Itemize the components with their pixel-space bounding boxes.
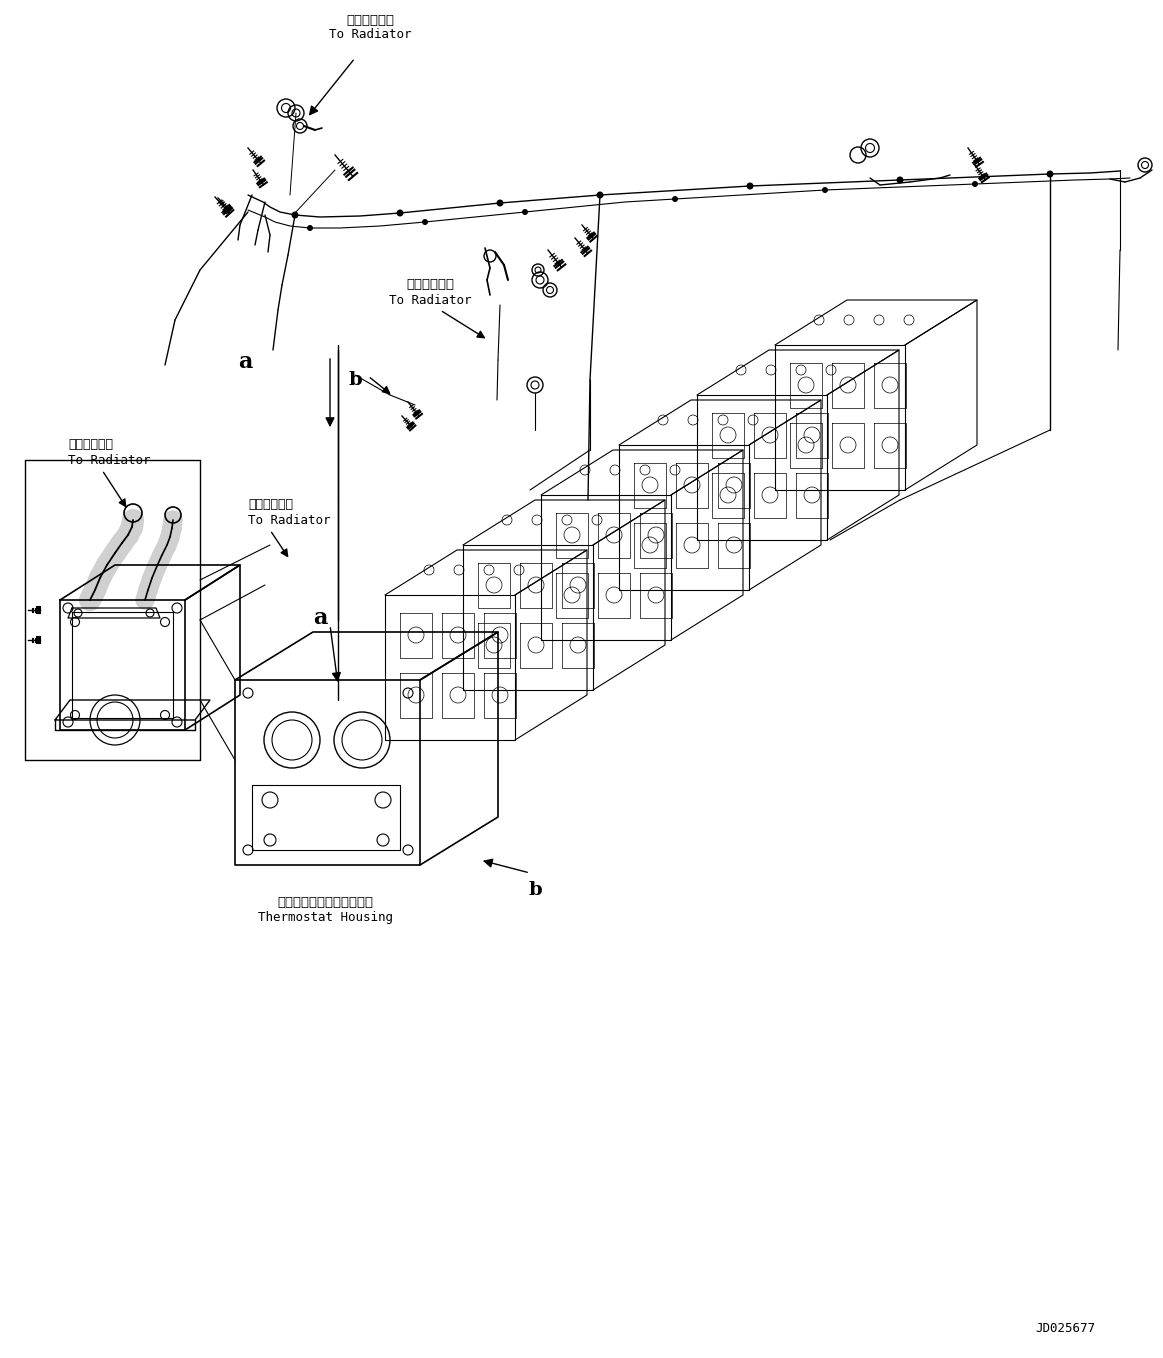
Circle shape: [972, 181, 978, 187]
Text: ラジエータへ: ラジエータへ: [347, 14, 394, 27]
Circle shape: [397, 209, 404, 216]
Circle shape: [1047, 171, 1054, 178]
Text: JD025677: JD025677: [1035, 1321, 1096, 1335]
Text: To Radiator: To Radiator: [388, 293, 471, 307]
Text: ラジエータへ: ラジエータへ: [248, 498, 293, 512]
Circle shape: [897, 177, 904, 183]
Circle shape: [522, 209, 528, 215]
Circle shape: [292, 212, 299, 219]
Text: ラジエータへ: ラジエータへ: [406, 278, 454, 292]
Text: b: b: [348, 371, 362, 388]
Text: サーモスタットハウジング: サーモスタットハウジング: [277, 895, 373, 909]
Circle shape: [497, 200, 504, 206]
Text: b: b: [528, 881, 542, 899]
Circle shape: [307, 225, 313, 231]
Circle shape: [747, 182, 754, 190]
Text: To Radiator: To Radiator: [67, 454, 150, 467]
Text: ラジエータへ: ラジエータへ: [67, 439, 113, 451]
Text: To Radiator: To Radiator: [329, 29, 412, 42]
Circle shape: [822, 187, 828, 193]
Circle shape: [672, 196, 678, 202]
Circle shape: [422, 219, 428, 225]
Text: Thermostat Housing: Thermostat Housing: [257, 911, 392, 925]
Text: a: a: [313, 607, 327, 629]
Text: To Radiator: To Radiator: [248, 513, 330, 527]
Circle shape: [597, 191, 604, 198]
Text: a: a: [237, 350, 252, 373]
